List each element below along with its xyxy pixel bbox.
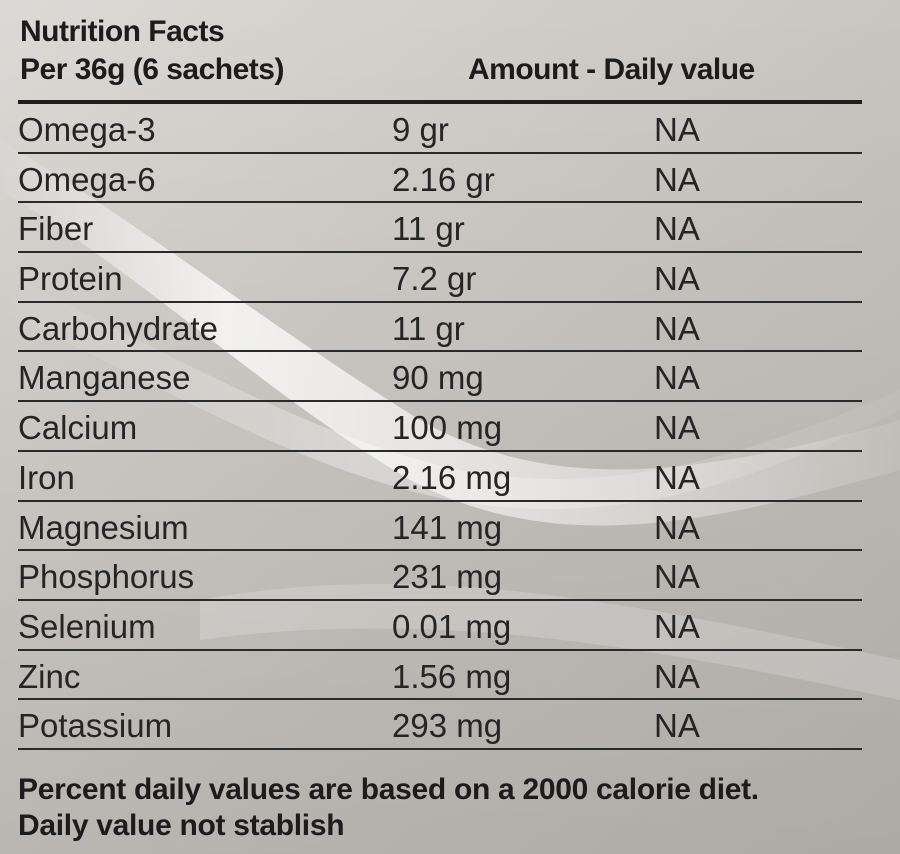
nutrient-amount: 1.56 mg [392, 657, 512, 695]
nutrient-name: Carbohydrate [18, 309, 218, 347]
nutrient-daily-value: NA [654, 309, 700, 347]
table-row: Omega-3 9 gr NA [18, 104, 862, 154]
nutrient-amount: 2.16 mg [392, 458, 512, 496]
nutrient-name: Iron [18, 458, 75, 496]
nutrient-daily-value: NA [654, 458, 700, 496]
nutrient-daily-value: NA [654, 359, 700, 397]
serving-size: Per 36g (6 sachets) [20, 53, 284, 86]
nutrient-amount: 9 gr [392, 111, 449, 148]
table-row: Potassium 293 mg NA [18, 700, 862, 750]
nutrient-name: Manganese [18, 359, 191, 397]
nutrient-daily-value: NA [654, 607, 700, 645]
nutrient-table: Omega-3 9 gr NA Omega-6 2.16 gr NA Fiber… [18, 104, 862, 750]
nutrient-amount: 90 mg [392, 359, 484, 397]
nutrient-name: Selenium [18, 607, 156, 645]
nutrient-name: Phosphorus [18, 558, 195, 596]
nutrient-daily-value: NA [654, 260, 700, 298]
table-row: Manganese 90 mg NA [18, 352, 862, 403]
nutrient-name: Fiber [18, 210, 94, 248]
nutrient-name: Calcium [18, 409, 138, 447]
nutrient-daily-value: NA [654, 210, 700, 248]
table-row: Phosphorus 231 mg NA [18, 551, 862, 601]
table-row: Carbohydrate 11 gr NA [18, 303, 862, 353]
nutrient-daily-value: NA [654, 111, 700, 148]
nutrient-amount: 11 gr [392, 309, 465, 347]
nutrient-daily-value: NA [654, 657, 700, 695]
nutrient-name: Zinc [18, 657, 81, 695]
amount-column-header: Amount - Daily value [468, 53, 755, 86]
nutrient-amount: 0.01 mg [392, 607, 512, 645]
nutrient-amount: 293 mg [392, 707, 503, 745]
nutrient-amount: 11 gr [392, 210, 465, 248]
nutrient-daily-value: NA [654, 160, 700, 198]
table-row: Magnesium 141 mg NA [18, 502, 862, 552]
nutrient-daily-value: NA [654, 558, 700, 596]
nutrient-daily-value: NA [654, 707, 700, 745]
nutrient-amount: 100 mg [392, 409, 503, 447]
nutrient-amount: 141 mg [392, 508, 503, 546]
table-row: Fiber 11 gr NA [18, 203, 862, 254]
table-row: Omega-6 2.16 gr NA [18, 154, 862, 204]
nutrient-amount: 7.2 gr [392, 260, 477, 298]
page-title: Nutrition Facts [20, 15, 225, 48]
nutrient-name: Potassium [18, 707, 173, 745]
nutrient-daily-value: NA [654, 409, 700, 447]
nutrient-name: Omega-6 [18, 160, 156, 198]
table-row: Selenium 0.01 mg NA [18, 601, 862, 651]
nutrient-daily-value: NA [654, 508, 700, 546]
header-divider [18, 100, 862, 104]
nutrient-name: Protein [18, 260, 123, 298]
footnote-line-2: Daily value not stablish [18, 809, 345, 842]
footnote: Percent daily values are based on a 2000… [18, 772, 862, 844]
table-row: Zinc 1.56 mg NA [18, 651, 862, 701]
nutrient-amount: 2.16 gr [392, 160, 495, 198]
table-row: Calcium 100 mg NA [18, 402, 862, 452]
nutrition-facts-panel: Nutrition Facts Per 36g (6 sachets) Amou… [18, 0, 862, 854]
table-row: Iron 2.16 mg NA [18, 452, 862, 502]
table-row: Protein 7.2 gr NA [18, 253, 862, 303]
nutrient-name: Omega-3 [18, 111, 156, 148]
footnote-line-1: Percent daily values are based on a 2000… [18, 773, 759, 806]
nutrient-name: Magnesium [18, 508, 189, 546]
nutrient-amount: 231 mg [392, 558, 503, 596]
